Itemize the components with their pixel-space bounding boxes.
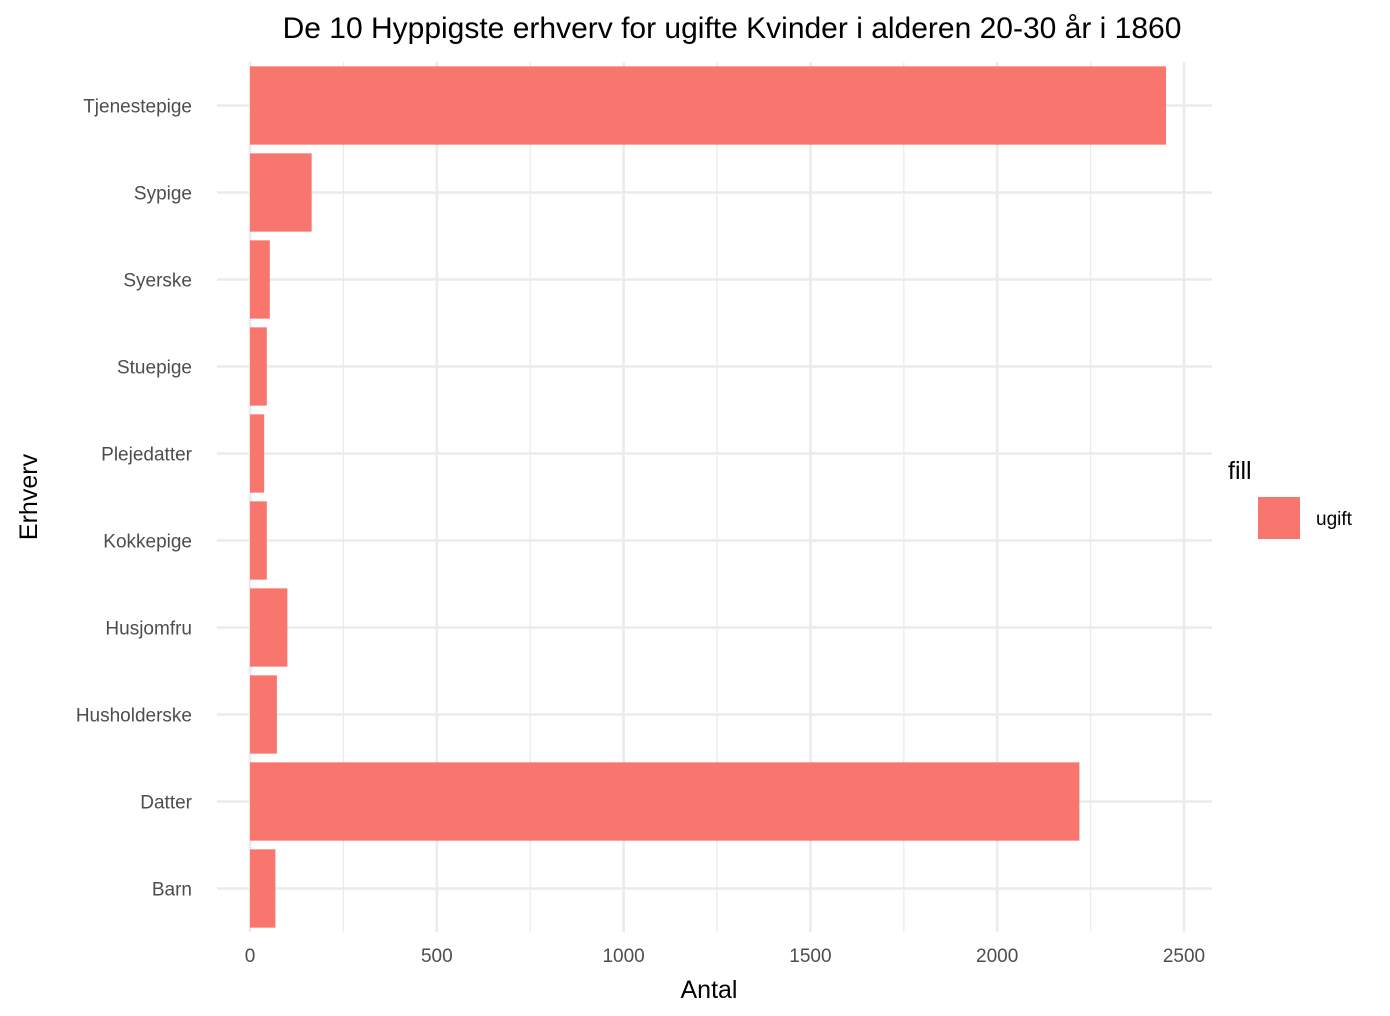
y-axis-title: Erhverv [15, 453, 43, 540]
y-tick-label: Stuepige [117, 358, 192, 379]
x-tick-label: 0 [245, 946, 256, 967]
bar-husjomfru [250, 588, 288, 667]
y-tick-label: Husjomfru [105, 619, 192, 640]
bar-sypige [250, 153, 312, 232]
y-tick-label: Syerske [123, 271, 192, 292]
x-tick-label: 2000 [976, 946, 1018, 967]
bar-kokkepige [250, 501, 267, 580]
x-tick-label: 1000 [602, 946, 644, 967]
bar-tjenestepige [250, 66, 1167, 145]
bar-syerske [250, 240, 270, 319]
bar-layer [250, 66, 1167, 928]
legend-label-ugift: ugift [1316, 509, 1353, 530]
y-tick-label: Plejedatter [101, 445, 193, 466]
y-tick-label: Kokkepige [103, 532, 192, 553]
x-tick-label: 2500 [1163, 946, 1205, 967]
x-axis-title: Antal [681, 976, 738, 1004]
bar-datter [250, 762, 1080, 841]
chart-title: De 10 Hyppigste erhverv for ugifte Kvind… [283, 12, 1182, 45]
legend-title: fill [1228, 457, 1252, 485]
bar-plejedatter [250, 414, 265, 493]
y-tick-label: Datter [140, 793, 192, 814]
y-tick-label: Sypige [134, 184, 192, 205]
x-tick-label: 500 [421, 946, 453, 967]
bar-barn [250, 849, 276, 928]
y-tick-labels: Tjenestepige Sypige Syerske Stuepige Plejeda… [76, 97, 193, 901]
legend: fill ugift [1228, 457, 1353, 539]
y-tick-label: Barn [152, 880, 192, 901]
x-tick-labels: 0 500 1000 1500 2000 2500 [245, 946, 1205, 967]
y-tick-label: Husholderske [76, 706, 192, 727]
bar-husholderske [250, 675, 277, 754]
legend-key-ugift [1258, 497, 1300, 539]
y-tick-label: Tjenestepige [83, 97, 192, 118]
x-tick-label: 1500 [789, 946, 831, 967]
bar-stuepige [250, 327, 267, 406]
